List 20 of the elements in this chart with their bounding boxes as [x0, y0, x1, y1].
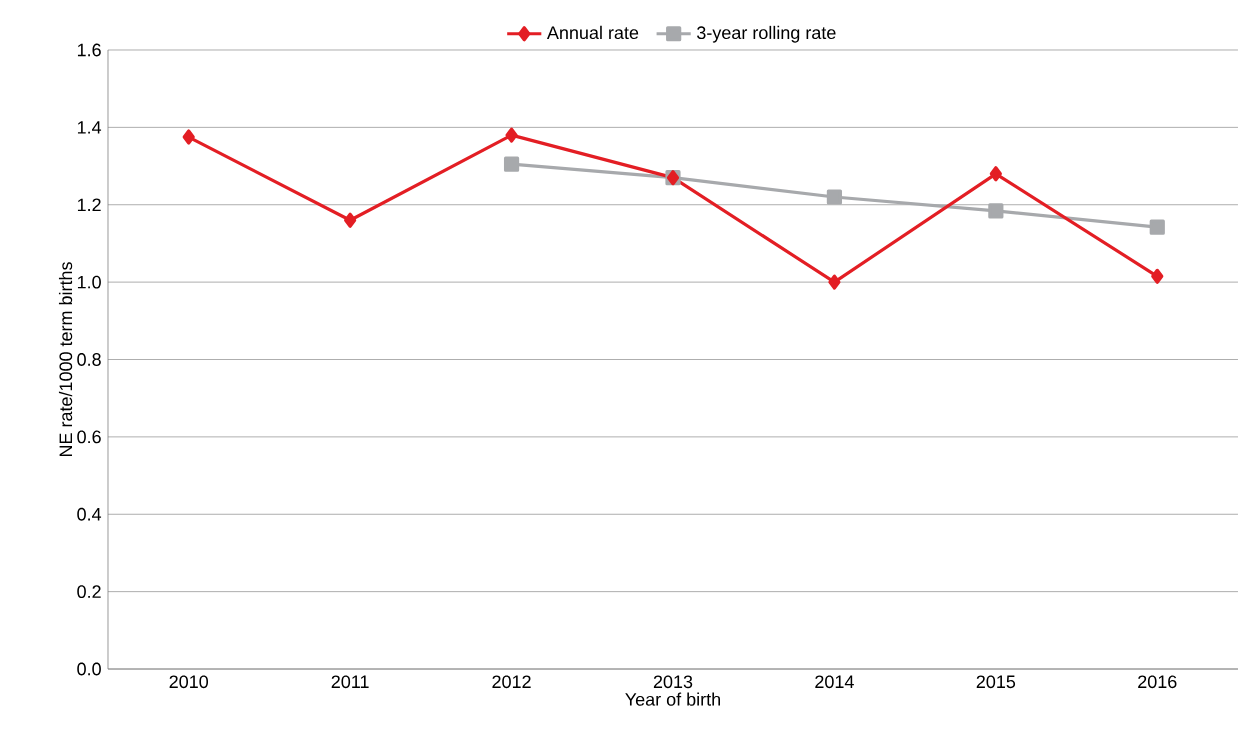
y-tick-label: 0.8 — [77, 353, 101, 366]
y-tick-label: 1.0 — [77, 275, 101, 289]
y-tick-label: 1.2 — [77, 198, 101, 212]
y-axis-title: NE rate/1000 term births — [58, 262, 73, 457]
y-tick-label: 1.4 — [77, 121, 102, 134]
x-tick-label: 2015 — [976, 675, 1016, 689]
y-tick-label: 1.6 — [77, 43, 101, 57]
legend-label: 3-year rolling rate — [697, 25, 836, 43]
y-tick-label: 0.0 — [77, 662, 101, 676]
x-tick-label: 2010 — [169, 675, 209, 689]
x-tick-label: 2014 — [815, 675, 854, 689]
y-tick-label: 0.2 — [77, 585, 101, 599]
legend-label: Annual rate — [546, 25, 639, 40]
x-tick-label: 2016 — [1138, 675, 1177, 689]
y-tick-label: 0.4 — [77, 507, 102, 521]
x-tick-label: 2011 — [331, 675, 369, 689]
y-tick-label: 0.6 — [77, 430, 101, 444]
x-axis-title: Year of birth — [625, 692, 720, 706]
x-tick-label: 2013 — [653, 675, 693, 689]
x-tick-label: 2012 — [492, 675, 531, 689]
